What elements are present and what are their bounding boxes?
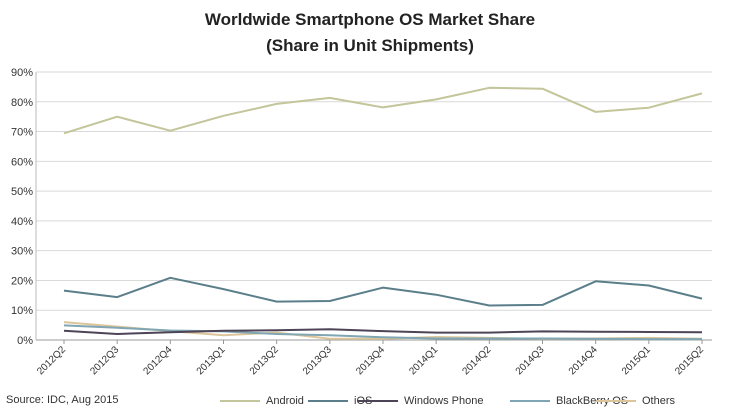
legend-label: Android — [266, 395, 304, 407]
legend-swatch — [510, 400, 550, 402]
legend-label: BlackBerry OS — [556, 395, 629, 407]
legend-item-android: Android — [220, 395, 304, 407]
series-lines — [63, 86, 703, 341]
chart-title-line1: Worldwide Smartphone OS Market Share — [204, 10, 536, 29]
legend-item-windows-phone: Windows Phone — [358, 395, 484, 407]
y-tick-label: 50% — [11, 186, 33, 198]
x-tick-label: 2015Q1 — [620, 344, 653, 377]
source-note: Source: IDC, Aug 2015 — [6, 394, 119, 406]
gridlines — [35, 71, 712, 341]
x-tick-label: 2014Q3 — [514, 344, 547, 377]
x-tick-label: 2013Q3 — [301, 344, 334, 377]
legend-swatch — [308, 400, 348, 402]
y-tick-label: 20% — [11, 275, 33, 287]
x-tick-label: 2012Q2 — [35, 344, 68, 377]
legend-swatch — [596, 400, 636, 402]
x-tick-label: 2014Q1 — [407, 344, 440, 377]
y-tick-label: 60% — [11, 156, 33, 168]
y-tick-label: 80% — [11, 97, 33, 109]
series-line-windows-phone — [63, 328, 703, 335]
legend-swatch — [220, 400, 260, 402]
x-tick-label: 2014Q4 — [567, 344, 600, 377]
chart-title-line2: (Share in Unit Shipments) — [266, 36, 474, 55]
x-tick-label: 2013Q2 — [248, 344, 281, 377]
y-tick-label: 10% — [11, 305, 33, 317]
legend-label: Others — [642, 395, 676, 407]
series-line-android — [63, 86, 703, 135]
series-line-blackberry-os — [63, 324, 702, 341]
y-tick-label: 90% — [11, 67, 33, 79]
x-tick-label: 2014Q2 — [461, 344, 494, 377]
y-tick-label: 40% — [11, 216, 33, 228]
x-axis-ticks: 2012Q2 2012Q3 2012Q4 2013Q1 2013Q2 2013Q3 2013… — [35, 340, 706, 377]
x-tick-label: 2013Q4 — [354, 344, 387, 377]
y-tick-label: 30% — [11, 246, 33, 258]
series-line-ios — [63, 276, 703, 307]
x-tick-label: 2012Q3 — [88, 344, 121, 377]
legend-item-blackberry-os: BlackBerry OS — [510, 395, 628, 407]
x-tick-label: 2015Q2 — [673, 344, 706, 377]
y-axis-ticks: 0% 10% 20% 30% 40% 50% 60% 70% 80% 90% — [11, 67, 33, 347]
legend-item-others: Others — [596, 395, 675, 407]
x-tick-label: 2012Q4 — [142, 344, 175, 377]
legend-label: Windows Phone — [404, 395, 484, 407]
y-tick-label: 0% — [17, 335, 33, 347]
y-tick-label: 70% — [11, 127, 33, 139]
x-tick-label: 2013Q1 — [195, 344, 228, 377]
legend-swatch — [358, 400, 398, 402]
